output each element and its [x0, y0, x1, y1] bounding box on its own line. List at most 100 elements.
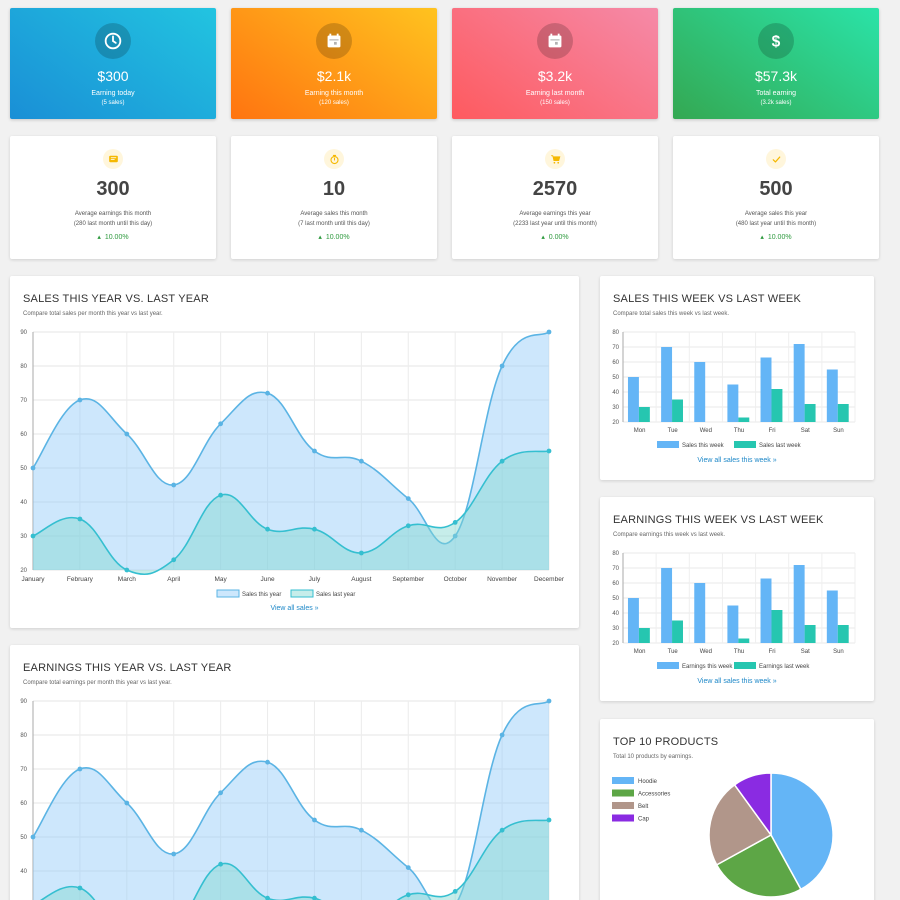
bar	[661, 568, 673, 643]
legend-swatch	[612, 802, 634, 809]
bar	[694, 362, 706, 422]
view-all-earnings-week-link[interactable]: View all sales this week »	[697, 678, 777, 685]
legend-label: Accessories	[638, 792, 670, 798]
sales-week-panel: SALES THIS WEEK VS LAST WEEK Compare tot…	[600, 276, 874, 480]
bar	[638, 407, 650, 422]
data-point	[499, 363, 505, 369]
legend-swatch	[612, 789, 634, 797]
bar	[638, 628, 650, 643]
x-tick-label: Sat	[801, 649, 810, 655]
sales-year-panel: SALES THIS YEAR VS. LAST YEAR Compare to…	[10, 276, 579, 628]
y-tick-label: 60	[20, 432, 27, 438]
data-point	[312, 817, 317, 823]
summary-desc: Average sales this year (480 last year un…	[673, 209, 879, 229]
summary-card: 500 Average sales this year (480 last year…	[673, 136, 879, 259]
bar	[661, 347, 673, 422]
summary-line1: Average sales this year	[744, 211, 808, 217]
y-tick-label: 30	[612, 405, 619, 411]
data-point	[124, 567, 130, 573]
bar	[627, 377, 639, 422]
summary-pct-value: 10.00%	[767, 234, 792, 241]
stat-label: Total earning	[755, 90, 797, 97]
data-point	[77, 885, 83, 891]
x-tick-label: August	[351, 576, 371, 583]
legend-swatch	[290, 589, 314, 598]
bar	[826, 369, 838, 422]
data-point	[546, 817, 552, 823]
stat-sub: (3.2k sales)	[760, 100, 792, 106]
y-tick-label: 40	[20, 869, 27, 875]
legend-label: Belt	[638, 804, 649, 810]
trend-up-icon: ▴	[97, 234, 105, 241]
bar	[738, 638, 750, 643]
y-tick-label: 80	[20, 364, 27, 370]
legend-swatch	[216, 589, 240, 598]
x-tick-label: Fri	[769, 649, 776, 655]
x-tick-label: Tue	[668, 649, 679, 655]
series-area	[33, 332, 549, 570]
bar	[804, 625, 816, 643]
stat-value: $57.3k	[754, 68, 798, 84]
legend-label: Hoodie	[638, 779, 658, 785]
sales-year-chart: 20 30 40 50 60 70 80 90 January February March Apri…	[20, 329, 565, 598]
data-point	[312, 448, 317, 454]
summary-line1: Average earnings this year	[519, 211, 591, 217]
legend-label: Sales last week	[759, 443, 802, 449]
summary-pct-value: 0.00%	[548, 234, 569, 241]
y-tick-label: 40	[20, 500, 27, 506]
bar	[837, 404, 849, 422]
x-tick-label: Thu	[734, 649, 744, 655]
y-tick-label: 60	[20, 801, 27, 807]
view-all-sales-link[interactable]: View all sales »	[270, 605, 319, 612]
x-tick-label: February	[67, 576, 94, 583]
legend-swatch	[734, 441, 756, 448]
earnings-week-panel: EARNINGS THIS WEEK VS LAST WEEK Compare …	[600, 497, 874, 701]
chat-icon	[103, 149, 123, 169]
y-tick-label: 80	[612, 551, 619, 557]
series-area	[33, 701, 549, 900]
summary-line2: (7 last month until this day)	[298, 221, 370, 227]
bar	[738, 417, 750, 422]
y-tick-label: 50	[612, 596, 619, 602]
legend-swatch	[657, 662, 679, 669]
stat-card: $3.2k Earning last month (150 sales)	[452, 8, 658, 119]
data-point	[499, 827, 505, 833]
y-tick-label: 50	[612, 375, 619, 381]
stat-value: $3.2k	[537, 68, 573, 84]
bar	[771, 389, 783, 422]
series-line	[32, 700, 550, 900]
legend-swatch	[734, 662, 756, 669]
data-point	[405, 865, 411, 870]
data-point	[265, 390, 270, 396]
series-line	[32, 450, 550, 576]
bar	[804, 404, 816, 422]
bar	[826, 590, 838, 643]
sales-week-chart: 20 30 40 50 60 70 80 Mon Tue Wed Thu Fri Sat Sun Sales…	[612, 330, 856, 449]
summary-line1: Average sales this month	[300, 211, 368, 217]
y-tick-label: 60	[612, 360, 619, 366]
earnings-year-title: EARNINGS THIS YEAR VS. LAST YEAR	[23, 662, 232, 674]
summary-card: 300 Average earnings this month (280 last …	[10, 136, 216, 259]
data-point	[546, 698, 552, 704]
y-tick-label: 60	[612, 581, 619, 587]
earnings-week-title: EARNINGS THIS WEEK VS LAST WEEK	[613, 514, 824, 526]
summary-desc: Average sales this month (7 last month un…	[231, 209, 437, 229]
sales-year-subtitle: Compare total sales per month this year …	[23, 311, 163, 317]
trend-up-icon: ▴	[760, 234, 768, 241]
y-tick-label: 20	[612, 641, 619, 647]
summary-pct: ▴ 10.00%	[673, 233, 879, 241]
stat-card: $2.1k Earning this month (120 sales)	[231, 8, 437, 119]
data-point	[124, 431, 130, 437]
check-icon	[766, 149, 786, 169]
view-all-sales-week-link[interactable]: View all sales this week »	[697, 457, 777, 464]
data-point	[499, 732, 505, 738]
summary-value: 10	[322, 178, 346, 200]
stat-label: Earning today	[91, 90, 135, 97]
data-point	[171, 851, 177, 857]
x-tick-label: Thu	[734, 428, 744, 434]
summary-line2: (280 last month until this day)	[73, 221, 153, 227]
data-point	[265, 526, 270, 532]
legend-swatch	[612, 777, 634, 784]
bar	[793, 565, 805, 643]
pie-slice	[733, 772, 772, 838]
